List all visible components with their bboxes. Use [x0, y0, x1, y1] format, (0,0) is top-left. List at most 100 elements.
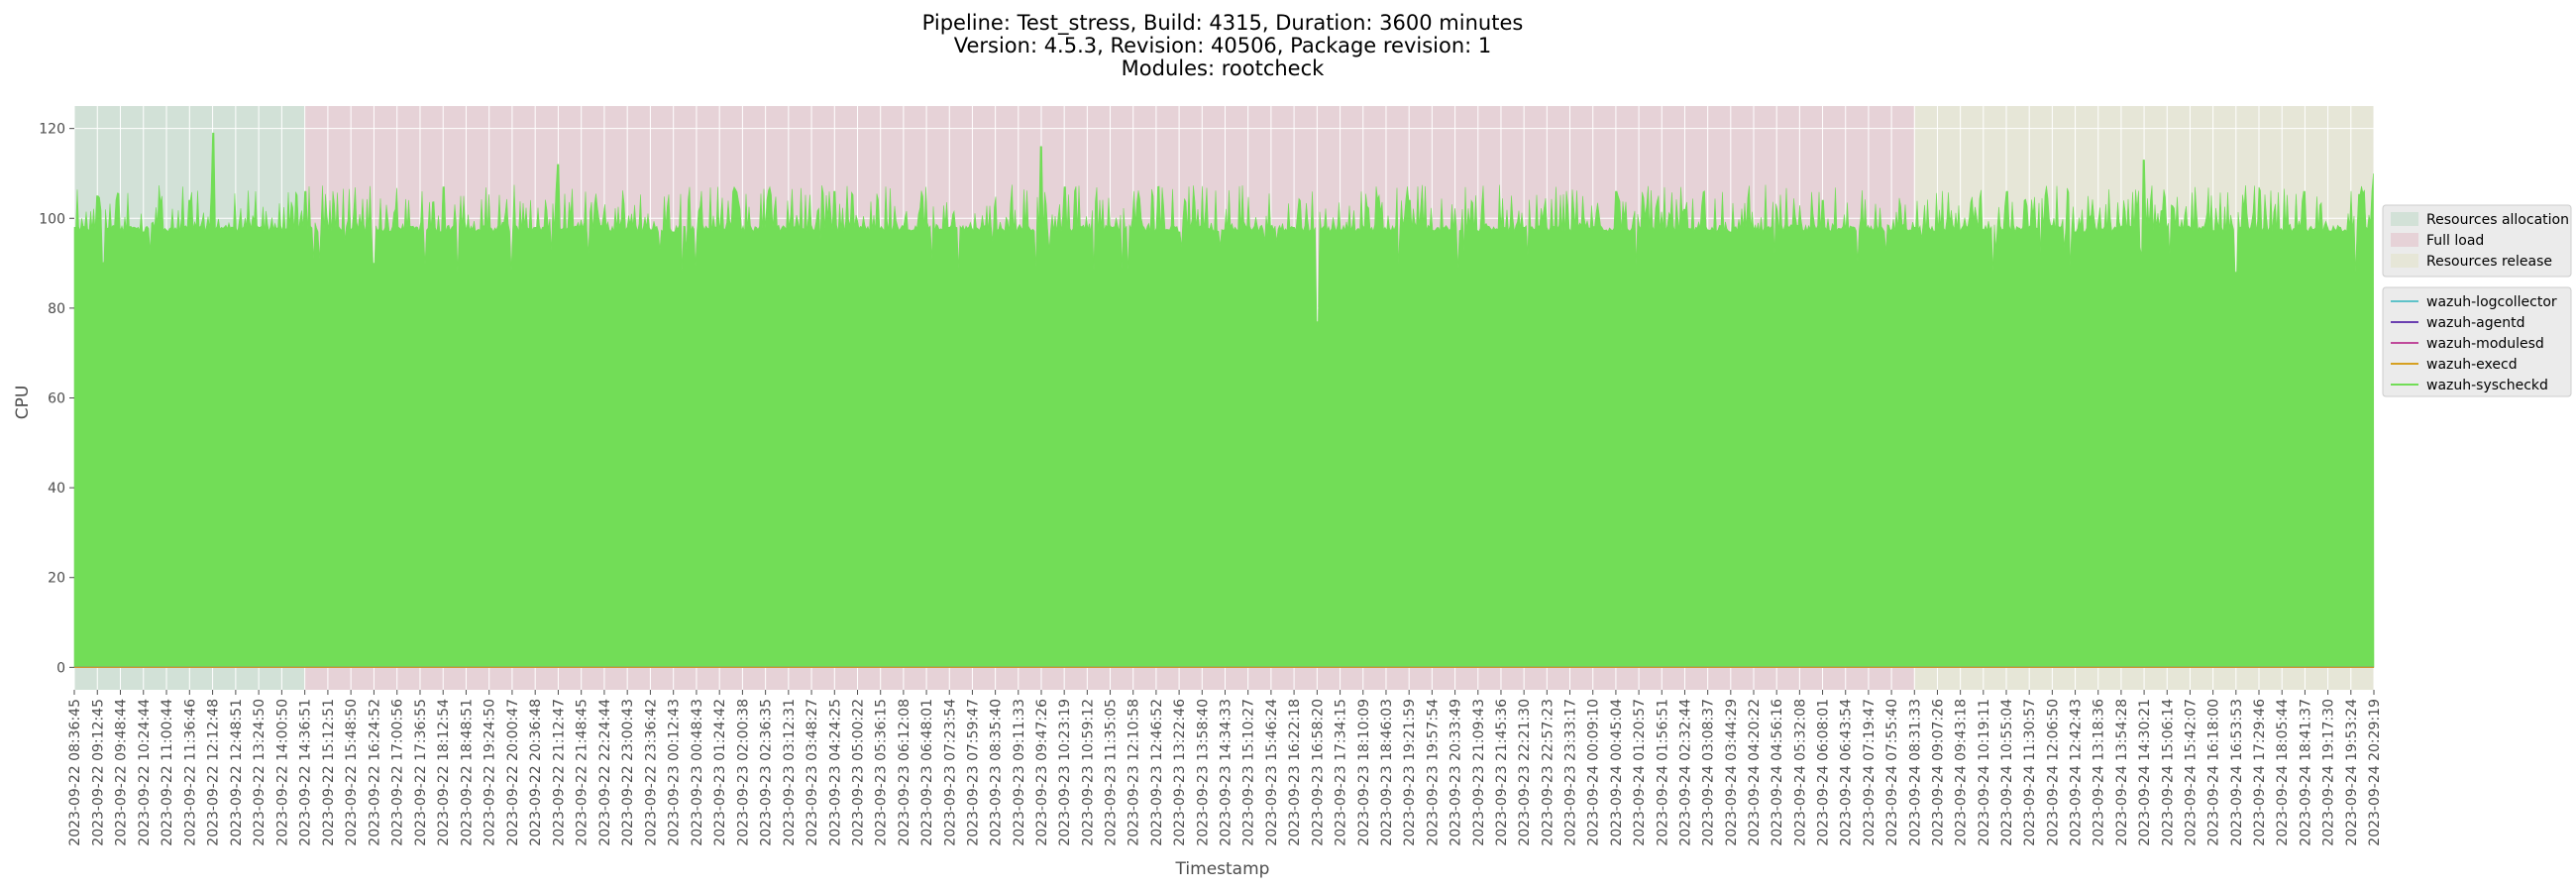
- x-tick-label: 2023-09-23 05:36:15: [874, 699, 890, 846]
- y-tick-label: 20: [48, 571, 65, 587]
- x-tick-label: 2023-09-24 13:54:28: [2114, 699, 2130, 846]
- x-tick-label: 2023-09-23 06:48:01: [919, 699, 935, 846]
- x-tick-label: 2023-09-22 20:36:48: [528, 699, 544, 846]
- x-tick-label: 2023-09-23 15:10:27: [1241, 699, 1257, 846]
- x-tick-label: 2023-09-22 18:12:54: [436, 699, 452, 846]
- x-tick-label: 2023-09-23 19:21:59: [1402, 699, 1418, 846]
- phase-legend-swatch: [2391, 254, 2418, 268]
- x-tick-label: 2023-09-23 00:12:43: [667, 699, 683, 846]
- x-tick-label: 2023-09-24 06:43:54: [1839, 699, 1855, 846]
- x-tick-label: 2023-09-24 15:42:07: [2183, 699, 2199, 846]
- x-tick-label: 2023-09-24 10:19:11: [1977, 699, 1992, 846]
- x-tick-label: 2023-09-24 01:56:51: [1655, 699, 1670, 846]
- x-tick-label: 2023-09-24 03:08:37: [1701, 699, 1717, 846]
- x-tick-label: 2023-09-23 21:09:43: [1471, 699, 1487, 846]
- x-tick-label: 2023-09-23 01:24:42: [712, 699, 728, 846]
- x-tick-label: 2023-09-22 22:24:44: [597, 699, 613, 846]
- x-tick-label: 2023-09-24 13:18:36: [2092, 699, 2107, 846]
- x-tick-label: 2023-09-23 18:46:03: [1379, 699, 1395, 846]
- x-tick-label: 2023-09-22 19:24:50: [483, 699, 498, 846]
- x-tick-label: 2023-09-24 09:07:26: [1930, 699, 1946, 846]
- x-tick-label: 2023-09-24 02:32:44: [1677, 699, 1693, 846]
- series-area-wazuh-syscheckd: [73, 132, 2375, 668]
- x-tick-label: 2023-09-24 04:56:16: [1770, 699, 1785, 846]
- x-tick-label: 2023-09-24 11:30:57: [2022, 699, 2038, 846]
- x-tick-label: 2023-09-23 12:10:58: [1127, 699, 1142, 846]
- x-tick-label: 2023-09-24 10:55:04: [1999, 699, 2015, 846]
- phase-legend-swatch: [2391, 212, 2418, 226]
- axes: 0 20 40 60 80 100 120 2023-09-22 08:36:45 2023-0…: [39, 122, 2383, 846]
- x-tick-label: 2023-09-24 18:05:44: [2275, 699, 2291, 846]
- series-legend-label: wazuh-agentd: [2426, 315, 2525, 331]
- x-tick-label: 2023-09-24 07:19:47: [1862, 699, 1878, 846]
- x-tick-label: 2023-09-24 00:09:10: [1586, 699, 1602, 846]
- x-tick-label: 2023-09-23 00:48:43: [690, 699, 705, 846]
- x-tick-label: 2023-09-22 10:24:44: [137, 699, 153, 846]
- x-tick-label: 2023-09-23 18:10:09: [1356, 699, 1372, 846]
- x-tick-label: 2023-09-23 16:22:18: [1287, 699, 1303, 846]
- x-tick-label: 2023-09-24 08:31:33: [1907, 699, 1923, 846]
- x-tick-label: 2023-09-22 16:24:52: [367, 699, 382, 846]
- x-tick-label: 2023-09-24 12:06:50: [2045, 699, 2061, 846]
- x-tick-label: 2023-09-23 06:12:08: [897, 699, 912, 846]
- x-tick-label: 2023-09-23 09:47:26: [1034, 699, 1050, 846]
- x-tick-label: 2023-09-22 17:00:56: [390, 699, 406, 846]
- x-tick-label: 2023-09-24 06:08:01: [1816, 699, 1832, 846]
- x-tick-label: 2023-09-22 15:12:51: [321, 699, 337, 846]
- y-tick-label: 0: [56, 660, 65, 676]
- y-tick-label: 40: [48, 481, 65, 497]
- series-legend-label: wazuh-execd: [2426, 357, 2518, 373]
- x-tick-label: 2023-09-24 19:17:30: [2321, 699, 2337, 846]
- x-tick-label: 2023-09-23 20:33:49: [1449, 699, 1464, 846]
- x-tick-label: 2023-09-24 16:53:53: [2229, 699, 2245, 846]
- series-legend-label: wazuh-logcollector: [2426, 294, 2557, 310]
- x-tick-label: 2023-09-24 20:29:19: [2367, 699, 2383, 846]
- x-tick-label: 2023-09-22 23:36:42: [643, 699, 659, 846]
- x-tick-label: 2023-09-23 04:24:25: [827, 699, 843, 846]
- phase-legend-box: [2382, 204, 2572, 278]
- x-tick-label: 2023-09-22 21:48:45: [575, 699, 590, 846]
- x-tick-label: 2023-09-23 07:59:47: [965, 699, 981, 846]
- y-axis-label: CPU: [13, 386, 33, 420]
- legend: Resources allocation Full load Resources r…: [2382, 204, 2572, 397]
- x-tick-label: 2023-09-23 02:36:35: [759, 699, 775, 846]
- series-legend-label: wazuh-syscheckd: [2426, 378, 2548, 393]
- x-tick-label: 2023-09-24 14:30:21: [2137, 699, 2153, 846]
- phase-legend-label: Full load: [2426, 233, 2484, 249]
- phase-legend-label: Resources release: [2426, 254, 2552, 270]
- x-tick-label: 2023-09-23 22:21:30: [1517, 699, 1533, 846]
- title-line-2: Version: 4.5.3, Revision: 40506, Package…: [954, 34, 1492, 57]
- x-tick-label: 2023-09-22 12:48:51: [229, 699, 245, 846]
- y-tick-label: 80: [48, 301, 65, 317]
- title-line-3: Modules: rootcheck: [1122, 56, 1325, 80]
- x-tick-label: 2023-09-22 23:00:43: [620, 699, 636, 846]
- x-tick-label: 2023-09-23 13:22:46: [1172, 699, 1188, 846]
- x-tick-label: 2023-09-24 00:45:04: [1609, 699, 1625, 846]
- plot-area: [73, 106, 2375, 690]
- x-tick-label: 2023-09-23 02:00:38: [735, 699, 751, 846]
- x-tick-label: 2023-09-24 15:06:14: [2160, 699, 2176, 846]
- x-tick-label: 2023-09-23 13:58:40: [1195, 699, 1211, 846]
- x-tick-label: 2023-09-23 05:00:22: [851, 699, 867, 846]
- x-tick-label: 2023-09-23 15:46:24: [1264, 699, 1280, 846]
- x-tick-label: 2023-09-22 14:36:51: [298, 699, 314, 846]
- x-tick-label: 2023-09-23 07:23:54: [942, 699, 958, 846]
- x-tick-label: 2023-09-23 14:34:33: [1218, 699, 1234, 846]
- x-tick-label: 2023-09-23 22:57:23: [1540, 699, 1556, 846]
- x-tick-label: 2023-09-23 17:34:15: [1334, 699, 1349, 846]
- x-tick-label: 2023-09-24 03:44:29: [1724, 699, 1740, 846]
- x-tick-label: 2023-09-23 12:46:52: [1149, 699, 1165, 846]
- x-axis-label: Timestamp: [1175, 859, 1270, 879]
- chart-title: Pipeline: Test_stress, Build: 4315, Dura…: [922, 11, 1524, 80]
- y-tick-label: 120: [39, 122, 65, 138]
- x-tick-label: 2023-09-24 18:41:37: [2298, 699, 2313, 846]
- title-line-1: Pipeline: Test_stress, Build: 4315, Dura…: [922, 11, 1524, 36]
- x-tick-label: 2023-09-24 17:29:46: [2252, 699, 2268, 846]
- series-legend-box: [2382, 286, 2572, 397]
- x-tick-label: 2023-09-23 03:48:27: [805, 699, 820, 846]
- x-tick-label: 2023-09-23 03:12:31: [782, 699, 798, 846]
- x-tick-label: 2023-09-22 08:36:45: [67, 699, 83, 846]
- x-tick-label: 2023-09-22 09:12:45: [90, 699, 106, 846]
- x-tick-label: 2023-09-24 07:55:40: [1884, 699, 1900, 846]
